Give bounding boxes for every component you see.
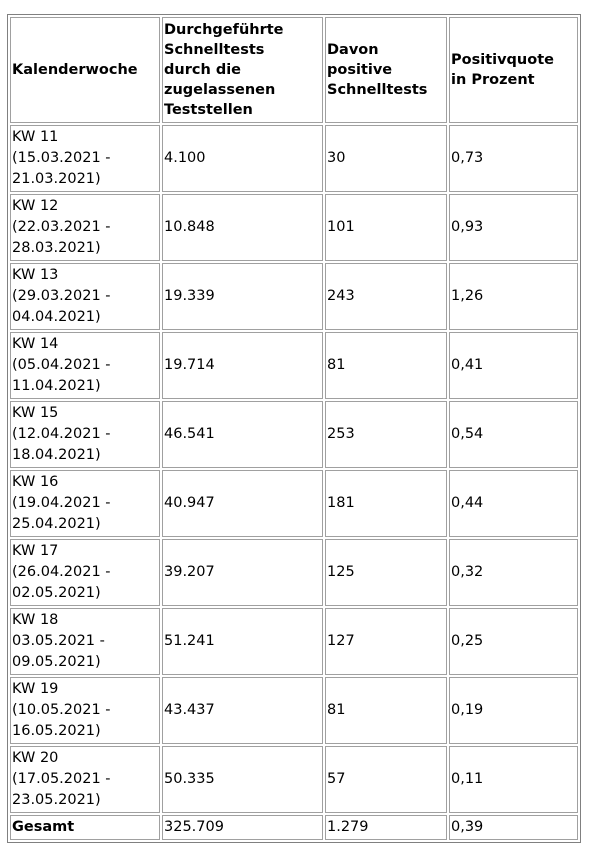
cell: 46.541 xyxy=(162,401,323,468)
data-row: KW 16 (19.04.2021 - 25.04.2021) 40.947 181… xyxy=(10,470,578,537)
cell: 0,54 xyxy=(449,401,578,468)
cell: 0,32 xyxy=(449,539,578,606)
cell: 40.947 xyxy=(162,470,323,537)
cell: KW 14 (05.04.2021 - 11.04.2021) xyxy=(10,332,160,399)
total-row: Gesamt 325.709 1.279 0,39 xyxy=(10,815,578,840)
cell: 81 xyxy=(325,677,447,744)
cell: KW 11 (15.03.2021 - 21.03.2021) xyxy=(10,125,160,192)
data-row: KW 12 (22.03.2021 - 28.03.2021) 10.848 101… xyxy=(10,194,578,261)
total-cell: 1.279 xyxy=(325,815,447,840)
cell: KW 16 (19.04.2021 - 25.04.2021) xyxy=(10,470,160,537)
cell: 81 xyxy=(325,332,447,399)
data-row: KW 18 03.05.2021 - 09.05.2021) 51.241 127 0… xyxy=(10,608,578,675)
header-row: Kalenderwoche Durchgeführte Schnelltests … xyxy=(10,17,578,123)
cell: 125 xyxy=(325,539,447,606)
cell: 51.241 xyxy=(162,608,323,675)
cell: 0,19 xyxy=(449,677,578,744)
cell: 50.335 xyxy=(162,746,323,813)
header-cell: Durchgeführte Schnelltests durch die zug… xyxy=(162,17,323,123)
header-cell: Positivquote in Prozent xyxy=(449,17,578,123)
cell: 1,26 xyxy=(449,263,578,330)
data-row: KW 17 (26.04.2021 - 02.05.2021) 39.207 125… xyxy=(10,539,578,606)
cell: KW 12 (22.03.2021 - 28.03.2021) xyxy=(10,194,160,261)
data-row: KW 13 (29.03.2021 - 04.04.2021) 19.339 243… xyxy=(10,263,578,330)
data-row: KW 15 (12.04.2021 - 18.04.2021) 46.541 253… xyxy=(10,401,578,468)
cell: 253 xyxy=(325,401,447,468)
cell: 0,73 xyxy=(449,125,578,192)
cell: 181 xyxy=(325,470,447,537)
data-table: Kalenderwoche Durchgeführte Schnelltests … xyxy=(7,14,581,843)
data-row: KW 19 (10.05.2021 - 16.05.2021) 43.437 81 0… xyxy=(10,677,578,744)
cell: 127 xyxy=(325,608,447,675)
cell: 0,93 xyxy=(449,194,578,261)
data-row: KW 11 (15.03.2021 - 21.03.2021) 4.100 30 0,… xyxy=(10,125,578,192)
cell: 4.100 xyxy=(162,125,323,192)
cell: 57 xyxy=(325,746,447,813)
cell: 0,41 xyxy=(449,332,578,399)
cell: KW 17 (26.04.2021 - 02.05.2021) xyxy=(10,539,160,606)
cell: KW 20 (17.05.2021 - 23.05.2021) xyxy=(10,746,160,813)
total-cell: 0,39 xyxy=(449,815,578,840)
cell: 19.714 xyxy=(162,332,323,399)
header-cell: Kalenderwoche xyxy=(10,17,160,123)
data-row: KW 20 (17.05.2021 - 23.05.2021) 50.335 57 0… xyxy=(10,746,578,813)
cell: 0,11 xyxy=(449,746,578,813)
table-body: Kalenderwoche Durchgeführte Schnelltests … xyxy=(10,17,578,840)
cell: 19.339 xyxy=(162,263,323,330)
cell: 30 xyxy=(325,125,447,192)
cell: 243 xyxy=(325,263,447,330)
cell: 10.848 xyxy=(162,194,323,261)
cell: KW 15 (12.04.2021 - 18.04.2021) xyxy=(10,401,160,468)
total-cell: 325.709 xyxy=(162,815,323,840)
cell: KW 18 03.05.2021 - 09.05.2021) xyxy=(10,608,160,675)
cell: KW 19 (10.05.2021 - 16.05.2021) xyxy=(10,677,160,744)
cell: 0,25 xyxy=(449,608,578,675)
header-cell: Davon positive Schnelltests xyxy=(325,17,447,123)
total-cell: Gesamt xyxy=(10,815,160,840)
data-row: KW 14 (05.04.2021 - 11.04.2021) 19.714 81 0… xyxy=(10,332,578,399)
cell: 39.207 xyxy=(162,539,323,606)
cell: 101 xyxy=(325,194,447,261)
cell: KW 13 (29.03.2021 - 04.04.2021) xyxy=(10,263,160,330)
cell: 43.437 xyxy=(162,677,323,744)
cell: 0,44 xyxy=(449,470,578,537)
